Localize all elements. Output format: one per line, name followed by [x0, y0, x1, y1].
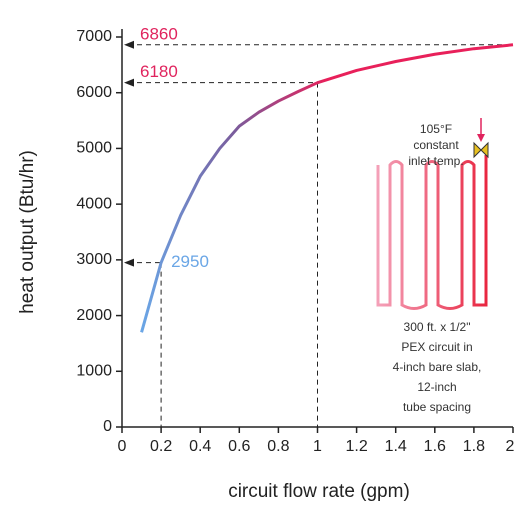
pex-tube [376, 155, 488, 310]
x-tick-label: 0.6 [228, 438, 250, 455]
x-tick-label: 1.8 [463, 438, 485, 455]
inset-text: 12-inch [417, 380, 456, 394]
guide-arrowhead [124, 78, 134, 87]
y-tick-label: 4000 [76, 195, 112, 212]
y-tick-label: 7000 [76, 28, 112, 45]
y-axis-label: heat output (Btu/hr) [17, 150, 38, 314]
x-tick-label: 0 [118, 438, 127, 455]
x-tick-label: 0.4 [189, 438, 211, 455]
valve [473, 141, 489, 159]
inset-text: constant [413, 138, 459, 152]
x-tick-label: 0.2 [150, 438, 172, 455]
y-tick-label: 2000 [76, 307, 112, 324]
inset-text: tube spacing [403, 400, 471, 414]
x-tick-label: 1.2 [345, 438, 367, 455]
guide-arrowhead [124, 40, 134, 49]
x-tick-label: 0.8 [267, 438, 289, 455]
y-tick-label: 1000 [76, 363, 112, 380]
annotation-label: 6180 [140, 62, 178, 81]
x-tick-label: 1.6 [424, 438, 446, 455]
y-tick-label: 5000 [76, 140, 112, 157]
inset-text: 4-inch bare slab, [393, 360, 482, 374]
inset-text: 300 ft. x 1/2" [404, 320, 471, 334]
annotation-label: 6860 [140, 24, 178, 43]
inset-text: inlet temp. [408, 154, 463, 168]
x-tick-label: 1.4 [385, 438, 407, 455]
inset-text: 105°F [420, 122, 452, 136]
x-tick-label: 1 [313, 438, 322, 455]
inlet-arrowhead [477, 134, 485, 142]
y-tick-label: 0 [103, 418, 112, 435]
guide-arrowhead [124, 258, 134, 267]
y-tick-label: 6000 [76, 84, 112, 101]
x-axis-label: circuit flow rate (gpm) [228, 481, 410, 502]
x-tick-label: 2 [506, 438, 515, 455]
y-tick-label: 3000 [76, 251, 112, 268]
inset-text: PEX circuit in [401, 340, 472, 354]
annotation-label: 2950 [171, 252, 209, 271]
heat-curve [140, 43, 514, 333]
inset-diagram [376, 118, 489, 310]
